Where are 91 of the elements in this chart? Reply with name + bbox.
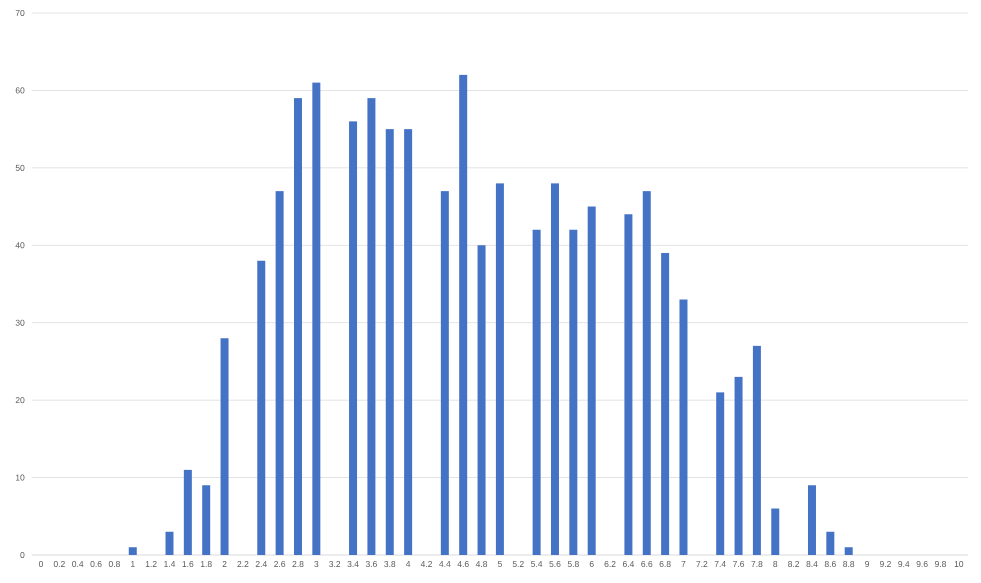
bar (752, 346, 761, 555)
x-tick-label: 8.8 (843, 561, 854, 568)
bar (734, 376, 743, 555)
bar (404, 129, 412, 555)
y-tick-label: 20 (16, 397, 24, 404)
bar (808, 485, 816, 555)
bar (349, 121, 358, 555)
x-tick-label: 4.2 (420, 561, 432, 567)
bar (257, 260, 266, 555)
bar (367, 98, 376, 555)
x-tick-label: 0.8 (108, 561, 120, 568)
x-tick-label: 9 (865, 561, 870, 568)
x-tick-label: 7 (682, 561, 686, 567)
y-tick-label: 40 (16, 242, 24, 248)
bar (496, 183, 504, 555)
x-tick-label: 10 (954, 561, 964, 568)
bar (386, 129, 394, 555)
x-tick-label: 3.4 (347, 561, 359, 568)
x-tick-label: 2.2 (237, 561, 248, 567)
bar (440, 191, 449, 555)
bar (642, 191, 651, 555)
x-tick-label: 6.2 (604, 561, 616, 568)
x-tick-label: 5.2 (512, 561, 524, 568)
bar (588, 206, 596, 555)
bar (771, 508, 780, 555)
x-tick-label: 7.2 (696, 561, 708, 567)
x-tick-label: 9.4 (898, 561, 910, 568)
bar (532, 230, 541, 555)
bar (826, 532, 834, 555)
bar (459, 74, 468, 555)
bar (128, 547, 137, 555)
bar (844, 547, 853, 555)
bar (550, 183, 559, 555)
x-tick-label: 8.2 (788, 561, 800, 568)
x-tick-label: 6.8 (660, 561, 671, 568)
x-tick-label: 0 (38, 561, 44, 568)
x-tick-label: 3 (314, 561, 318, 568)
bar (184, 470, 192, 555)
y-tick-label: 50 (16, 164, 24, 171)
x-tick-label: 3.6 (366, 561, 377, 568)
x-tick-label: 7.6 (733, 561, 744, 568)
x-tick-label: 5.6 (549, 561, 561, 568)
bar (661, 253, 670, 555)
x-tick-label: 5.4 (531, 561, 542, 567)
y-tick-label: 0 (20, 552, 24, 558)
x-tick-label: 7.8 (751, 561, 762, 568)
x-tick-label: 1.2 (146, 561, 157, 567)
x-tick-label: 4.4 (439, 561, 451, 567)
bar (624, 214, 632, 555)
x-tick-label: 5 (498, 561, 502, 567)
x-tick-label: 4.8 (476, 561, 488, 568)
x-tick-label: 1.6 (182, 561, 194, 568)
bar (165, 532, 174, 555)
bar (569, 230, 578, 555)
bar (312, 82, 320, 555)
x-tick-label: 4.6 (457, 561, 469, 568)
x-tick-label: 1.8 (200, 561, 212, 568)
x-tick-label: 1.4 (164, 561, 176, 567)
x-tick-label: 2.4 (256, 561, 267, 567)
x-tick-label: 8.6 (824, 561, 836, 568)
x-tick-label: 8.4 (806, 561, 818, 568)
y-tick-label: 60 (16, 87, 24, 94)
x-tick-label: 7.4 (714, 561, 726, 567)
x-tick-label: 6.4 (622, 561, 634, 568)
bar (478, 245, 486, 555)
x-tick-label: 6 (590, 561, 594, 568)
y-tick-label: 10 (16, 474, 24, 481)
x-tick-label: 3.2 (329, 561, 340, 568)
x-tick-label: 2.6 (274, 561, 286, 568)
x-tick-label: 2.8 (292, 561, 304, 568)
y-tick-label: 70 (16, 10, 24, 16)
bar (679, 299, 688, 555)
x-tick-label: 0.4 (72, 561, 84, 568)
x-tick-label: 0.6 (90, 561, 102, 568)
bar (294, 98, 302, 555)
x-tick-label: 1 (131, 561, 135, 567)
x-tick-label: 0.2 (54, 561, 65, 568)
bar (220, 338, 229, 555)
x-tick-label: 9.6 (916, 561, 928, 568)
x-tick-label: 3.8 (384, 561, 396, 568)
x-tick-label: 8 (773, 561, 778, 568)
bar (276, 191, 284, 555)
x-tick-label: 6.6 (641, 561, 652, 568)
x-tick-label: 4 (406, 561, 410, 567)
x-tick-label: 9.2 (880, 561, 891, 568)
x-tick-label: 9.8 (934, 561, 946, 568)
bar (202, 485, 210, 555)
bar (716, 392, 724, 555)
x-tick-label: 5.8 (568, 561, 579, 568)
y-tick-label: 30 (16, 320, 24, 326)
x-tick-label: 2 (222, 561, 226, 567)
